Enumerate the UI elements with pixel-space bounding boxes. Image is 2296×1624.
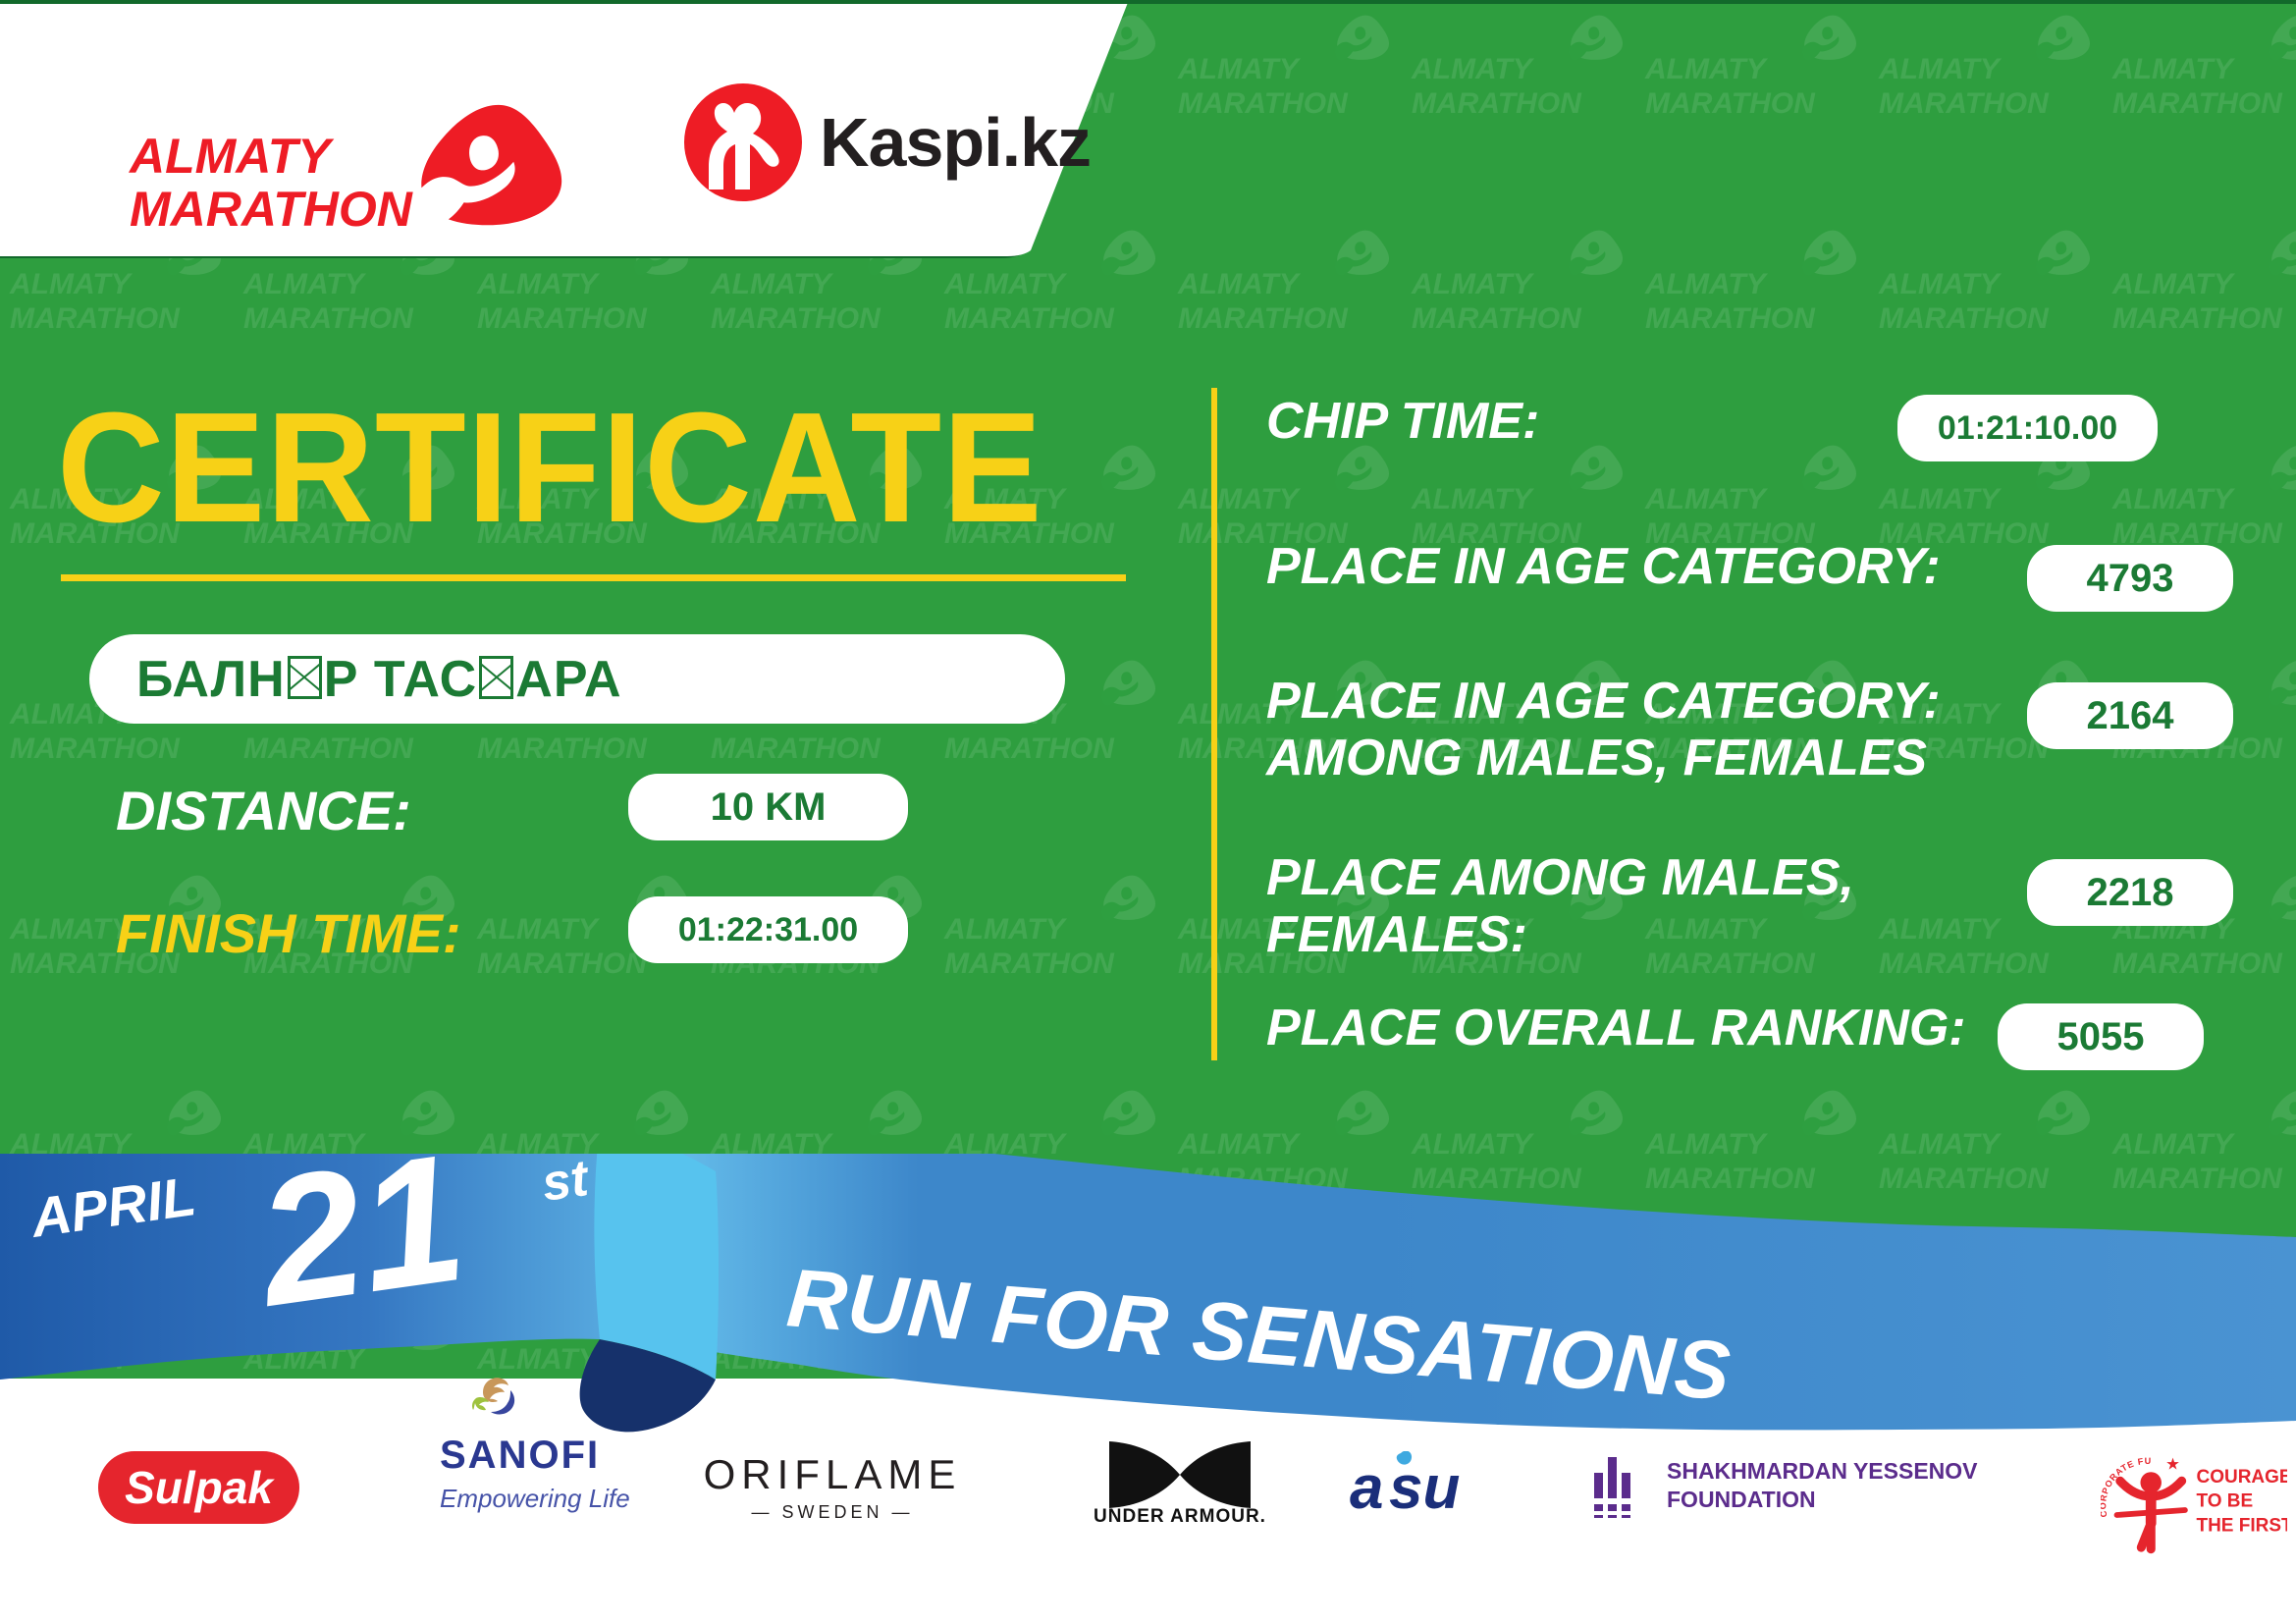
svg-text:MARATHON: MARATHON <box>130 182 413 237</box>
svg-text:21: 21 <box>244 1154 475 1345</box>
svg-text:COURAGE: COURAGE <box>2196 1467 2287 1488</box>
svg-text:ALMATY: ALMATY <box>128 129 335 184</box>
svg-text:★: ★ <box>2165 1455 2180 1474</box>
svg-text:UNDER ARMOUR.: UNDER ARMOUR. <box>1094 1506 1266 1527</box>
svg-text:a: a <box>1350 1454 1383 1522</box>
svg-text:TO BE: TO BE <box>2196 1491 2253 1512</box>
svg-text:THE FIRST!: THE FIRST! <box>2196 1516 2287 1537</box>
svg-text:su: su <box>1389 1454 1460 1522</box>
